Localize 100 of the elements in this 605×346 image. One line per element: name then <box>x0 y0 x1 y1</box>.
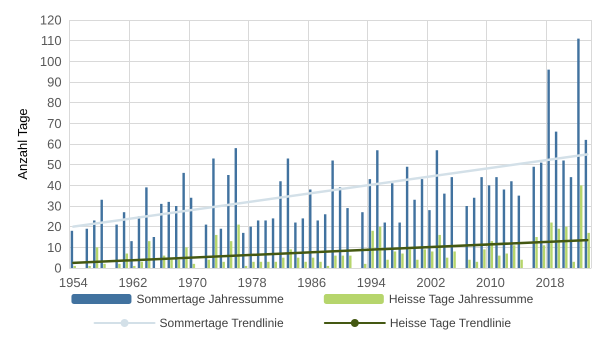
bar <box>572 262 575 268</box>
bar <box>401 254 404 268</box>
bar <box>364 264 366 268</box>
bar <box>93 220 96 268</box>
bar <box>512 245 516 268</box>
bar <box>361 212 364 268</box>
bar <box>122 212 126 268</box>
bar <box>212 158 215 268</box>
bar <box>260 262 262 268</box>
bar <box>208 260 210 268</box>
bar <box>160 204 163 268</box>
bar <box>148 241 150 268</box>
bar <box>520 260 523 268</box>
bar <box>498 256 500 268</box>
bar <box>220 228 222 268</box>
bar <box>324 214 326 268</box>
bar <box>274 262 278 268</box>
bar <box>234 148 238 268</box>
x-tick-label: 1962 <box>118 275 148 290</box>
bar <box>443 194 446 268</box>
bar <box>215 234 218 268</box>
x-tick-label: 2018 <box>536 275 564 290</box>
bar <box>416 260 419 268</box>
bar <box>302 218 304 268</box>
bar <box>86 228 88 268</box>
legend-label: Heisse Tage Trendlinie <box>390 316 512 330</box>
bar <box>587 232 590 268</box>
bar <box>267 262 270 268</box>
bar <box>465 206 468 268</box>
bar <box>70 230 74 268</box>
bar <box>371 230 374 268</box>
bar <box>249 226 252 268</box>
bar <box>256 220 260 268</box>
bar <box>334 256 337 268</box>
bar <box>331 160 334 268</box>
bar <box>547 70 550 268</box>
bar <box>140 262 143 268</box>
y-tick-label: 40 <box>47 178 62 193</box>
y-tick-label: 80 <box>47 95 62 110</box>
legend-label: Sommertage Jahressumme <box>136 292 284 306</box>
bar <box>436 150 438 268</box>
bar <box>558 228 560 268</box>
bar <box>294 222 297 268</box>
bar <box>438 234 441 268</box>
bar <box>490 241 494 268</box>
bar <box>550 222 553 268</box>
bar <box>100 200 103 268</box>
bar <box>488 185 490 268</box>
bar <box>312 258 314 268</box>
bar <box>152 237 156 268</box>
legend-label: Sommertage Trendlinie <box>160 316 284 330</box>
bar <box>584 140 588 268</box>
bar <box>450 177 454 268</box>
bar <box>227 175 230 268</box>
bar <box>408 249 412 268</box>
bar <box>406 166 408 268</box>
bar <box>386 260 389 268</box>
x-tick-label: 1970 <box>178 275 207 290</box>
bar <box>309 189 312 268</box>
bar <box>453 251 456 268</box>
bar <box>190 198 192 268</box>
bar <box>118 264 121 268</box>
y-tick-label: 70 <box>47 116 62 131</box>
bar <box>510 181 513 268</box>
bar <box>398 222 401 268</box>
y-tick-label: 110 <box>40 33 62 48</box>
x-tick-label: 1978 <box>238 275 267 290</box>
bar <box>242 232 244 268</box>
x-tick-label: 1994 <box>356 275 386 290</box>
bar <box>446 258 448 268</box>
bar <box>480 177 483 268</box>
y-tick-label: 120 <box>40 12 62 28</box>
bar <box>304 262 307 268</box>
bar <box>577 38 580 268</box>
bar <box>222 262 225 268</box>
bar <box>342 256 344 268</box>
bar <box>145 187 148 268</box>
y-axis-title: Anzahl Tage <box>15 108 30 180</box>
bar <box>282 258 284 268</box>
y-tick-label: 0 <box>54 260 62 276</box>
bar <box>428 210 431 268</box>
bar <box>368 179 372 268</box>
bar <box>170 260 173 268</box>
y-tick-label: 30 <box>47 198 62 214</box>
bar <box>540 162 542 268</box>
y-tick-label: 20 <box>47 219 62 234</box>
x-tick-label: 2010 <box>476 275 505 290</box>
bar <box>296 258 300 268</box>
bar <box>237 224 240 268</box>
y-tick-label: 60 <box>47 136 62 152</box>
bar <box>502 189 506 268</box>
bar <box>378 226 382 268</box>
bar <box>338 187 342 268</box>
x-tick-label: 2002 <box>416 275 446 290</box>
bar <box>483 249 486 268</box>
y-tick-label: 100 <box>40 54 62 69</box>
bar <box>349 256 352 268</box>
bar <box>413 200 416 268</box>
bar <box>476 262 478 268</box>
x-tick-label: 1986 <box>297 275 326 290</box>
